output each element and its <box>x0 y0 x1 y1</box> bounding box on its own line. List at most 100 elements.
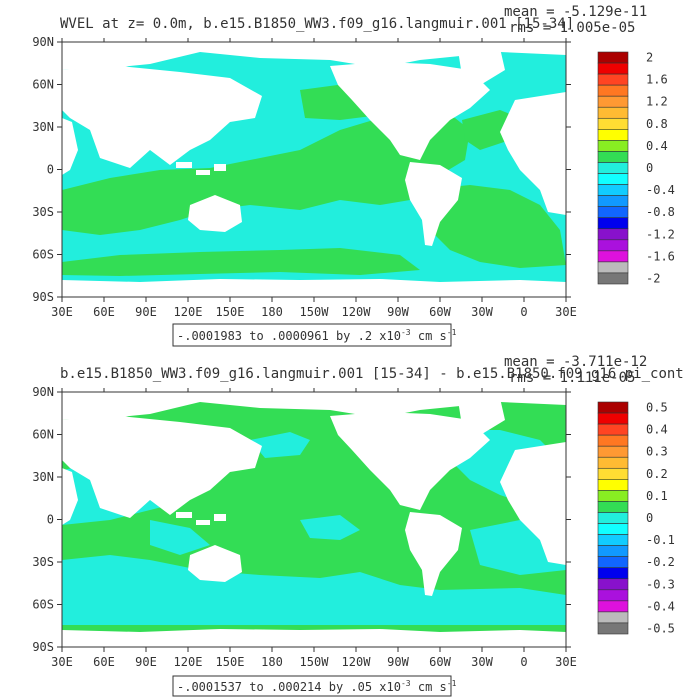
colorbar-label: -1.2 <box>646 227 675 241</box>
lon-label: 90W <box>387 305 409 319</box>
panel-bottom: b.e15.B1850_WW3.f09_g16.langmuir.001 [15… <box>32 354 684 697</box>
lon-label: 150W <box>300 305 330 319</box>
panel-bottom-rms: rms = 1.111e-05 <box>509 370 635 386</box>
lat-label: 90S <box>32 290 54 304</box>
colorbar-swatch <box>597 73 629 86</box>
lon-axis-bottom: 30E 60E 90E 120E 150E 180 150W 120W 90W 60W 30W 0 30… <box>51 388 577 669</box>
colorbar-label: 0.2 <box>646 467 668 481</box>
land-bottom <box>62 392 566 647</box>
colorbar-label: -0.3 <box>646 577 675 591</box>
colorbar-swatch <box>597 434 629 447</box>
lat-label: 0 <box>47 163 54 177</box>
colorbar-label: 0.8 <box>646 117 668 131</box>
colorbar-label: 0.1 <box>646 489 668 503</box>
colorbar-swatch <box>597 62 629 75</box>
colorbar-label: 0.4 <box>646 139 668 153</box>
range-exp-bottom: -3 <box>401 679 411 688</box>
colorbar-swatch <box>597 512 629 524</box>
colorbar-label: 0 <box>646 161 653 175</box>
range-units-bottom: cm s <box>418 680 447 694</box>
lon-label: 30E <box>555 655 577 669</box>
colorbar-swatch <box>597 479 629 491</box>
colorbar-label: -0.8 <box>646 205 675 219</box>
lon-axis-top: 30E 60E 90E 120E 150E 180 150W 120W 90W 60W 30W 0 30… <box>51 38 577 319</box>
lon-label: 120W <box>342 305 372 319</box>
panel-bottom-mean: mean = -3.711e-12 <box>504 354 647 370</box>
lon-label: 30E <box>51 655 73 669</box>
lat-label: 60N <box>32 78 54 92</box>
lat-axis-top: 90N 60N 30N 0 30S 60S 90S <box>32 35 571 304</box>
lat-label: 30N <box>32 120 54 134</box>
colorbar-swatch <box>597 423 629 436</box>
colorbar-bottom: 0.5 0.4 0.3 0.2 0.1 0 -0.1 -0.2 -0.3 -0.4 -0.5 <box>597 401 675 635</box>
lat-label: 90N <box>32 35 54 49</box>
lat-label: 90N <box>32 385 54 399</box>
colorbar-label: -0.4 <box>646 599 675 613</box>
lat-label: 30S <box>32 555 54 569</box>
colorbar-swatch <box>597 578 629 591</box>
lon-label: 120W <box>342 655 372 669</box>
colorbar-swatch <box>597 272 629 285</box>
colorbar-swatch <box>597 173 629 185</box>
colorbar-label: 0.5 <box>646 401 668 415</box>
lon-label: 150E <box>216 305 245 319</box>
colorbar-label: 2 <box>646 51 653 65</box>
range-units-top: cm s <box>418 329 447 343</box>
lon-label: 0 <box>520 305 527 319</box>
lon-label: 60W <box>429 655 451 669</box>
lon-label: 30E <box>51 305 73 319</box>
svg-text:-.0001983 to .0000961 by .2 x1: -.0001983 to .0000961 by .2 x10-3 cm s-1 <box>177 328 457 343</box>
colorbar-swatch <box>597 589 629 602</box>
colorbar-swatch <box>597 206 629 219</box>
colorbar-swatch <box>597 556 629 569</box>
range-box-bottom: -.0001537 to .000214 by .05 x10-3 cm s-1 <box>172 675 457 697</box>
colorbar-swatch <box>597 84 629 97</box>
range-box-top: -.0001983 to .0000961 by .2 x10-3 cm s-1 <box>172 323 457 347</box>
colorbar-swatch <box>597 261 629 274</box>
lon-label: 60W <box>429 305 451 319</box>
colorbar-label: -0.1 <box>646 533 675 547</box>
lon-label: 120E <box>174 305 203 319</box>
colorbar-label: 1.6 <box>646 73 668 87</box>
lat-label: 60S <box>32 248 54 262</box>
lat-label: 60S <box>32 598 54 612</box>
colorbar-swatch <box>597 622 629 635</box>
lon-label: 120E <box>174 655 203 669</box>
lon-label: 180 <box>261 305 283 319</box>
range-units-exp-top: -1 <box>447 328 457 337</box>
panel-top-rms: rms = 1.005e-05 <box>509 20 635 36</box>
lon-label: 180 <box>261 655 283 669</box>
colorbar-swatch <box>597 95 629 108</box>
colorbar-swatch <box>597 600 629 613</box>
range-units-exp-bottom: -1 <box>447 679 457 688</box>
range-exp-top: -3 <box>401 328 411 337</box>
lon-label: 150W <box>300 655 330 669</box>
panel-bottom-title: b.e15.B1850_WW3.f09_g16.langmuir.001 [15… <box>60 366 684 382</box>
colorbar-swatch <box>597 117 629 130</box>
colorbar-swatch <box>597 51 629 64</box>
lat-label: 90S <box>32 640 54 654</box>
lon-label: 0 <box>520 655 527 669</box>
colorbar-swatch <box>597 151 629 163</box>
lon-label: 90W <box>387 655 409 669</box>
colorbar-label: -0.2 <box>646 555 675 569</box>
colorbar-label: -2 <box>646 271 660 285</box>
colorbar-swatch <box>597 567 629 580</box>
colorbar-swatch <box>597 467 629 480</box>
panel-top-title: WVEL at z= 0.0m, b.e15.B1850_WW3.f09_g16… <box>60 16 574 32</box>
colorbar-top: 2 1.6 1.2 0.8 0.4 0 -0.4 -0.8 -1.2 -1.6 -2 <box>597 51 675 285</box>
colorbar-swatch <box>597 195 629 207</box>
lon-label: 30E <box>555 305 577 319</box>
colorbar-swatch <box>597 106 629 119</box>
colorbar-swatch <box>597 611 629 624</box>
range-text-top: -.0001983 to .0000961 by .2 x10 <box>177 329 401 343</box>
lat-axis-bottom: 90N 60N 30N 0 30S 60S 90S <box>32 385 571 654</box>
colorbar-label: 1.2 <box>646 95 668 109</box>
colorbar-swatch <box>597 445 629 458</box>
colorbar-swatch <box>597 501 629 513</box>
lon-label: 90E <box>135 305 157 319</box>
panel-top-mean: mean = -5.129e-11 <box>504 4 647 20</box>
lon-label: 60E <box>93 655 115 669</box>
panel-top: WVEL at z= 0.0m, b.e15.B1850_WW3.f09_g16… <box>32 4 675 347</box>
